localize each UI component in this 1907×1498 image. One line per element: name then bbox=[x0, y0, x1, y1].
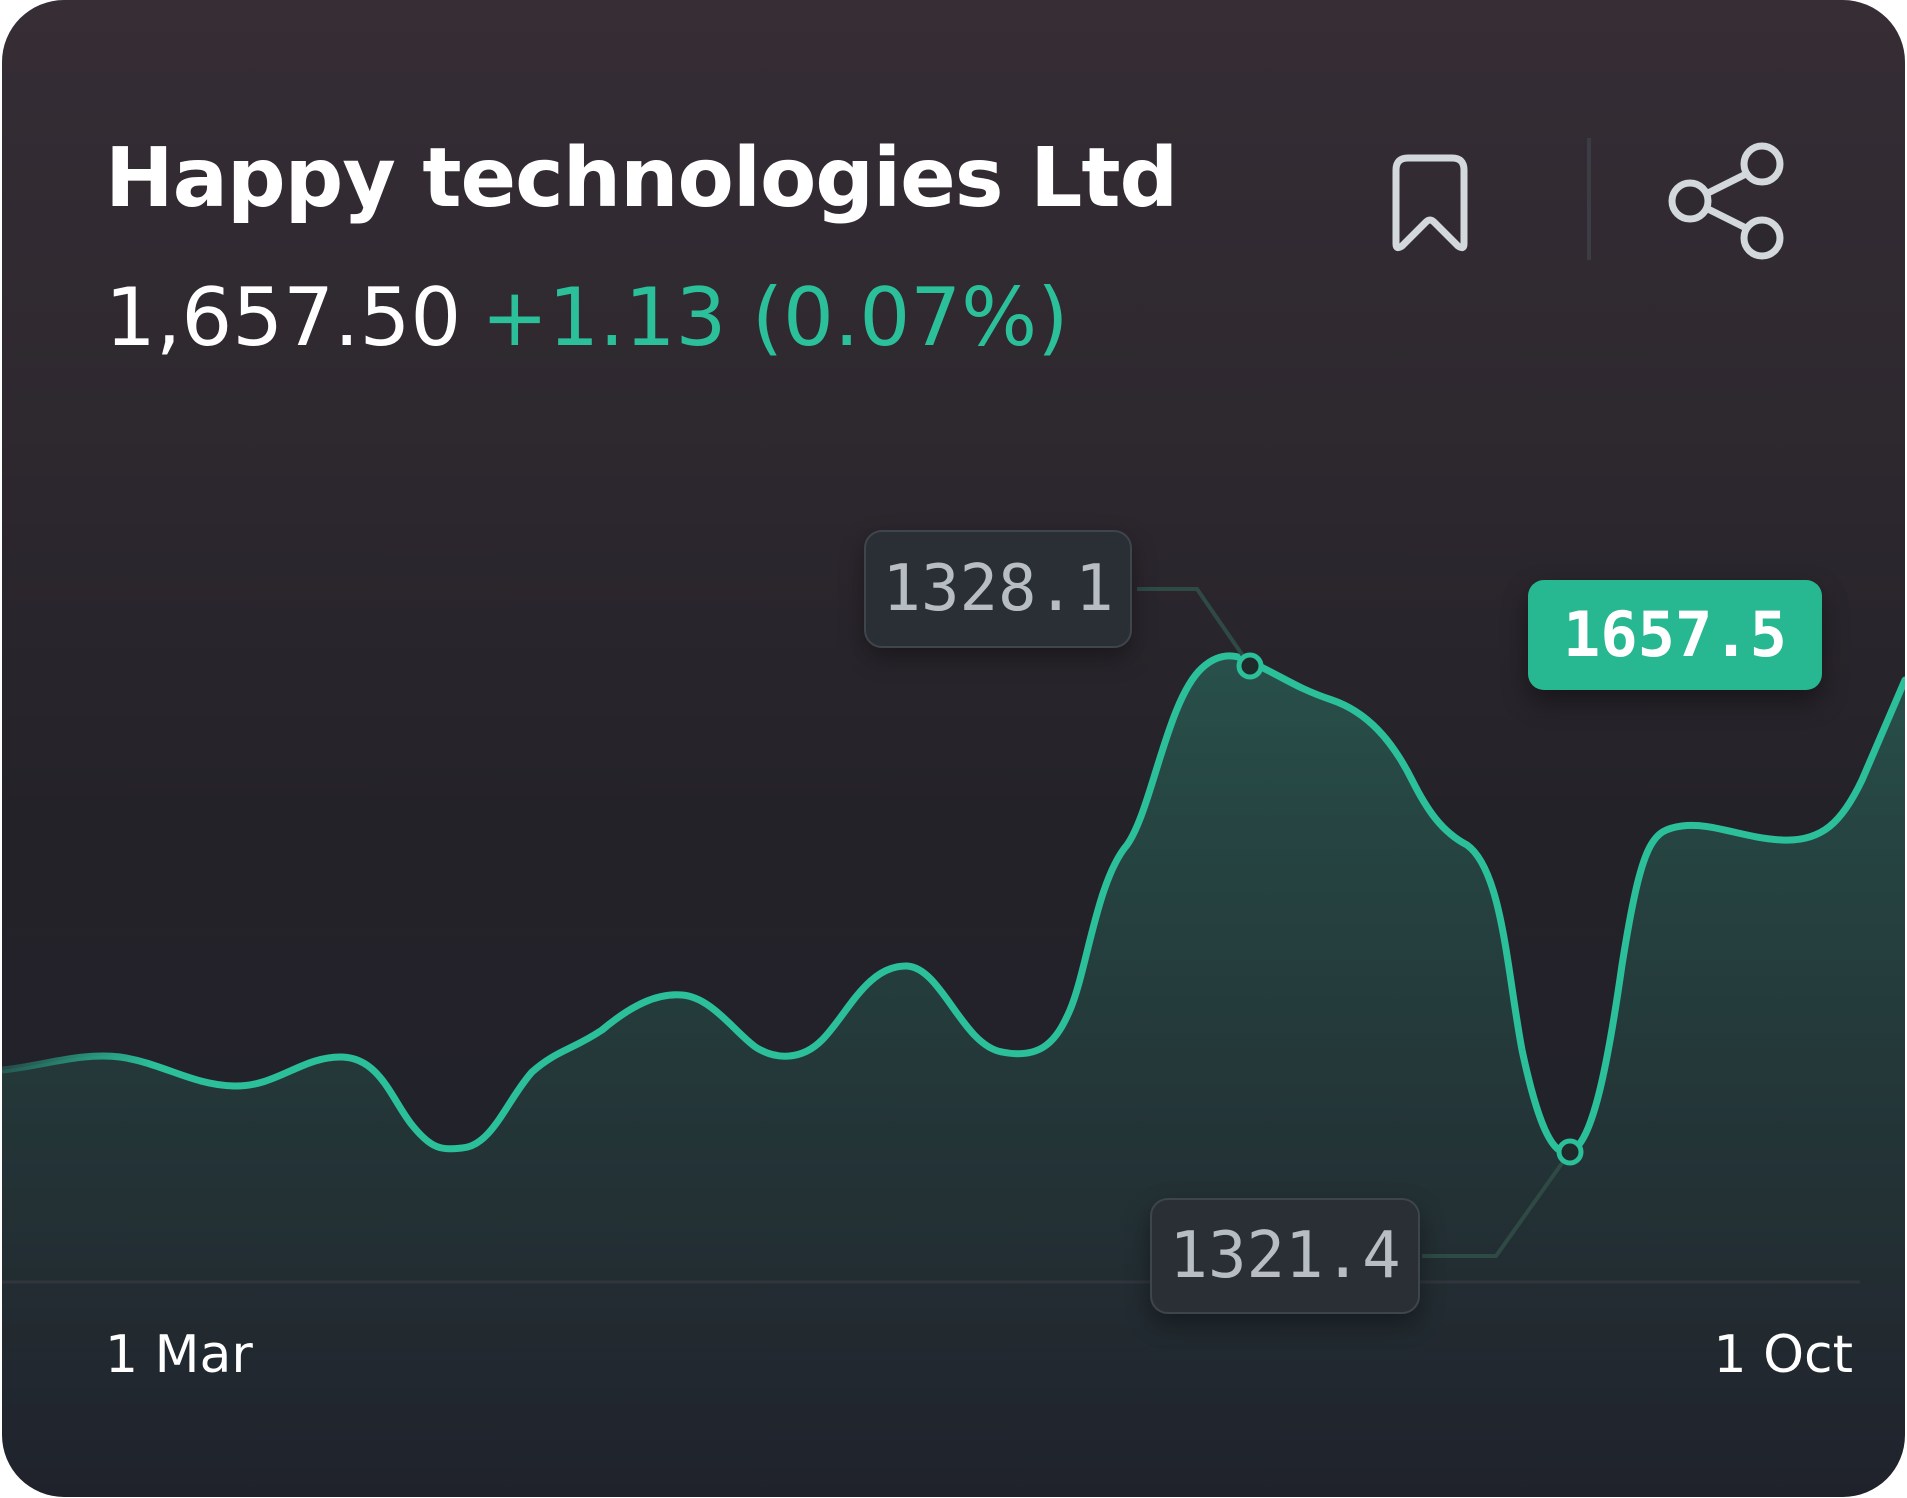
high-value-callout: 1328.1 bbox=[864, 530, 1132, 648]
high-callout-connector bbox=[1137, 587, 1252, 668]
current-price: 1,657.50 bbox=[105, 271, 462, 364]
x-axis-end-label: 1 Oct bbox=[1713, 1325, 1853, 1385]
price-row: 1,657.50 +1.13 (0.07%) bbox=[105, 272, 1068, 364]
bookmark-button[interactable] bbox=[1382, 150, 1478, 256]
share-icon bbox=[1668, 142, 1784, 260]
icon-divider bbox=[1587, 138, 1591, 260]
company-name: Happy technologies Ltd bbox=[105, 131, 1178, 226]
low-point-marker bbox=[1556, 1138, 1584, 1166]
share-button[interactable] bbox=[1662, 138, 1792, 264]
price-change: +1.13 (0.07%) bbox=[481, 271, 1069, 364]
low-callout-connector bbox=[1422, 1150, 1572, 1258]
current-value-badge: 1657.5 bbox=[1528, 580, 1822, 690]
price-line bbox=[2, 652, 1905, 1157]
low-value-callout: 1321.4 bbox=[1150, 1198, 1420, 1314]
high-point-marker bbox=[1236, 652, 1264, 680]
bookmark-icon bbox=[1392, 154, 1468, 252]
chart-area bbox=[2, 655, 1905, 1497]
x-axis-start-label: 1 Mar bbox=[105, 1325, 253, 1385]
